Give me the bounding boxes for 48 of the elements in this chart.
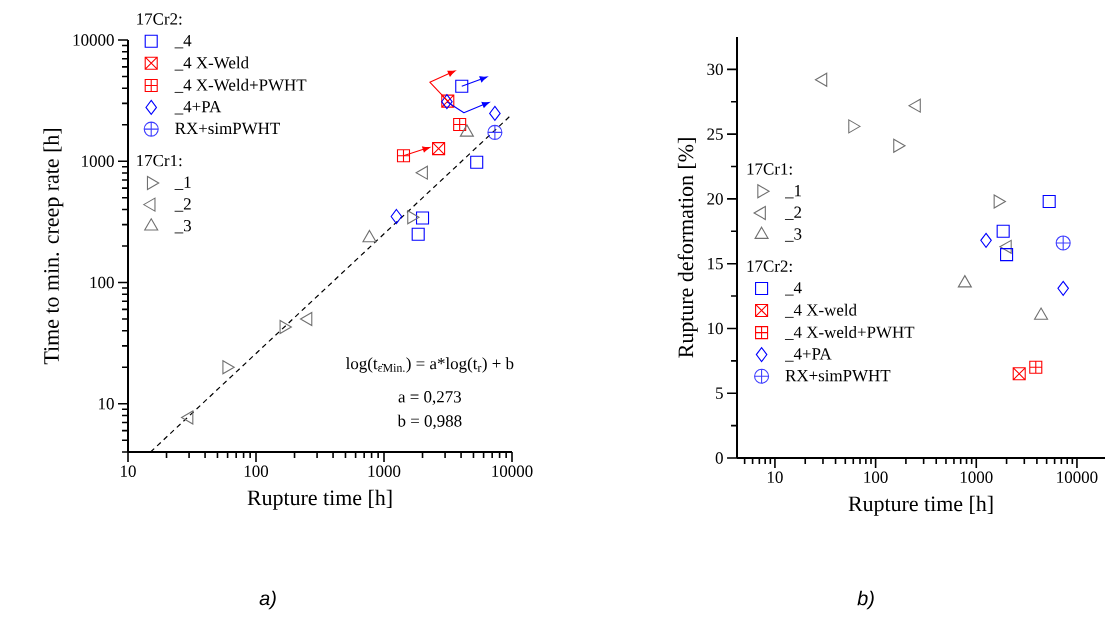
annotation: b = 0,988 — [397, 414, 462, 430]
y-tick-label: 100 — [90, 276, 114, 289]
x-tick-label: 10000 — [492, 465, 533, 477]
x-tick-label: 100 — [864, 471, 888, 483]
x-tick-label: 100 — [244, 465, 269, 477]
legend-label: RX+simPWHT — [785, 369, 891, 382]
text: b) — [857, 590, 874, 610]
y-tick-label: 25 — [707, 128, 723, 140]
x-tick-label: 1000 — [960, 471, 993, 483]
legend-label: _4 X-Weld+PWHT — [174, 78, 307, 93]
y-tick-label: 5 — [716, 387, 723, 399]
legend-label: _4 — [784, 282, 802, 296]
x-tick-label: 10 — [767, 471, 783, 483]
legend-label: _4 X-weld+PWHT — [784, 326, 915, 340]
legend-label: _3 — [174, 219, 191, 234]
text: a) — [259, 590, 276, 610]
y-axis-title: Rupture deformation [%] — [677, 138, 698, 358]
legend-label: _1 — [784, 184, 801, 199]
annotation: 17Cr1: — [137, 154, 182, 167]
y-tick-label: 30 — [707, 63, 723, 76]
x-axis-title: Rupture time [h] — [848, 495, 993, 516]
x-tick-label: 1000 — [368, 465, 401, 477]
x-tick-label: 10000 — [1057, 471, 1098, 483]
annotation: log(t$_{ε̇Min.}$) = a*log(t$_{r}$) + b — [345, 357, 514, 373]
annotation: 17Cr1: — [747, 163, 792, 175]
x-axis-title: Rupture time [h] — [247, 489, 392, 510]
y-tick-label: 20 — [707, 193, 723, 205]
y-tick-label: 0 — [715, 452, 723, 464]
y-tick-label: 1000 — [82, 155, 114, 167]
y-axis-title: Time to min. creep rate [h] — [43, 129, 64, 365]
legend-label: _4 X-weld — [784, 303, 857, 318]
y-tick-label: 15 — [708, 258, 723, 270]
y-tick-label: 10000 — [73, 34, 114, 46]
legend-label: _4 X-Weld — [174, 56, 249, 71]
legend-label: _2 — [784, 206, 802, 221]
text: 17Cr2: — [137, 13, 182, 25]
x-tick-label: 10 — [121, 465, 136, 477]
legend-label: _4 — [174, 34, 192, 49]
legend-label: _1 — [174, 176, 191, 190]
annotation: a = 0,273 — [398, 391, 461, 405]
legend-label: _4+PA — [174, 101, 222, 115]
legend-label: _4+PA — [784, 348, 832, 362]
legend-label: RX+simPWHT — [175, 122, 280, 135]
y-tick-label: 10 — [708, 322, 723, 335]
y-tick-label: 10 — [99, 398, 114, 410]
legend-label: _3 — [784, 228, 802, 242]
annotation: 17Cr2: — [747, 260, 792, 272]
legend-label: _2 — [174, 198, 191, 212]
